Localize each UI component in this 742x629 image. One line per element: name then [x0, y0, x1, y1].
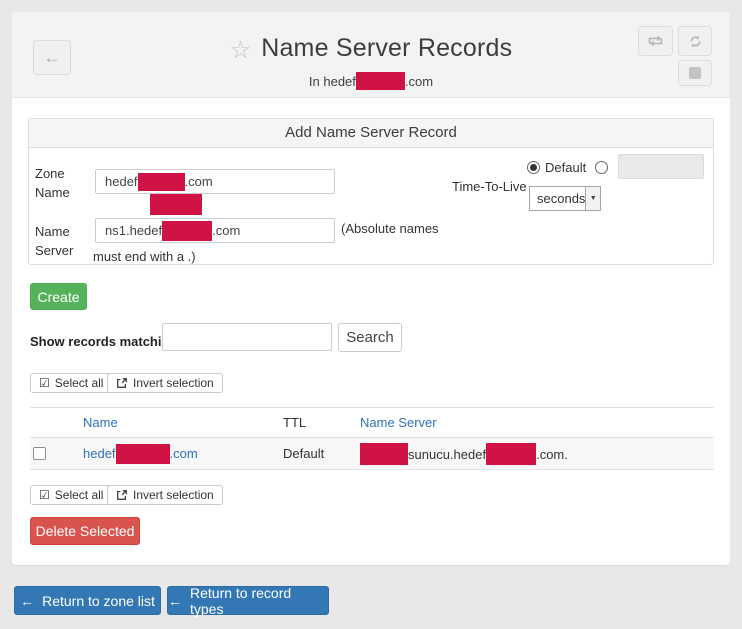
search-button[interactable]: Search [338, 323, 402, 352]
name-column-header[interactable]: Name [83, 415, 118, 430]
panel-body: Zone Name hedef .com Name Server ns1.hede… [29, 148, 713, 266]
invert-selection-label: Invert selection [133, 488, 214, 502]
page-header: ← ☆ Name Server Records In hedef .com [12, 12, 730, 98]
redaction-box [355, 72, 405, 90]
delete-selected-button[interactable]: Delete Selected [30, 517, 140, 545]
table-header-row: Name TTL Name Server [30, 407, 714, 438]
title-line: ☆ Name Server Records [12, 34, 730, 65]
redaction-box [486, 442, 537, 465]
records-table: Name TTL Name Server hedef .com Default s… [30, 407, 714, 470]
row-checkbox[interactable] [33, 447, 46, 460]
ns-value-suffix: .com [212, 223, 241, 238]
return-record-types-label: Return to record types [190, 584, 292, 617]
page-title: Name Server Records [261, 34, 513, 62]
reload-page-button[interactable] [678, 26, 712, 56]
select-all-button-bottom[interactable]: ☑ Select all [30, 485, 113, 505]
name-server-column-header[interactable]: Name Server [360, 415, 437, 430]
check-square-icon: ☑ [39, 376, 50, 390]
add-record-panel: Add Name Server Record Zone Name hedef .c… [28, 118, 714, 265]
ttl-unit-selected: seconds [537, 191, 586, 206]
ttl-unit-select[interactable]: seconds ▼ [529, 186, 601, 211]
create-button[interactable]: Create [30, 283, 87, 310]
absolute-names-hint-wrap: must end with a .) [93, 249, 196, 264]
name-server-input[interactable]: ns1.hedef .com [95, 218, 335, 243]
back-button[interactable]: ← [33, 40, 71, 75]
zone-value-prefix: hedef [105, 174, 138, 189]
arrow-left-icon: ← [20, 592, 35, 609]
absolute-names-hint: (Absolute names [341, 221, 439, 236]
invert-selection-button-bottom[interactable]: Invert selection [107, 485, 223, 505]
arrow-left-icon: ← [168, 592, 182, 609]
subtitle-prefix: In hedef [308, 74, 356, 89]
favorite-star-icon[interactable]: ☆ [229, 37, 252, 64]
page-subtitle: In hedef .com [12, 72, 730, 90]
refresh-icon [689, 35, 701, 47]
record-ttl: Default [283, 446, 325, 461]
check-square-icon: ☑ [39, 488, 50, 502]
record-ns-suffix: .com. [536, 446, 568, 462]
select-all-button-top[interactable]: ☑ Select all [30, 373, 113, 393]
invert-selection-button-top[interactable]: Invert selection [107, 373, 223, 393]
name-server-label: Name Server [35, 224, 74, 258]
ttl-label: Time-To-Live [452, 179, 527, 194]
redaction-box [360, 442, 408, 465]
chevron-down-icon: ▼ [585, 187, 600, 210]
stop-square-icon [689, 67, 701, 79]
return-zone-list-label: Return to zone list [42, 592, 155, 609]
redaction-box [162, 220, 213, 241]
redaction-box [137, 172, 185, 191]
panel-title: Add Name Server Record [29, 119, 713, 148]
subtitle-suffix: .com [404, 74, 434, 89]
redaction-box [150, 194, 202, 215]
record-name-suffix: .com [169, 445, 198, 461]
ttl-value-input[interactable] [618, 154, 704, 179]
ttl-default-radio[interactable] [527, 161, 540, 174]
table-row: hedef .com Default sunucu.hedef .com. [30, 438, 714, 470]
search-label: Show records matching: [30, 334, 182, 349]
share-square-icon [117, 378, 127, 388]
content-card: ← ☆ Name Server Records In hedef .com [12, 12, 730, 565]
record-name-link[interactable]: hedef .com [83, 443, 198, 464]
zone-name-input[interactable]: hedef .com [95, 169, 335, 194]
select-all-label: Select all [54, 376, 104, 390]
ttl-custom-radio[interactable] [595, 161, 608, 174]
return-to-zone-list-button[interactable]: ← Return to zone list [14, 586, 161, 615]
ns-value-prefix: ns1.hedef [105, 223, 163, 238]
retweet-icon [648, 35, 663, 47]
invert-selection-label: Invert selection [133, 376, 214, 390]
share-square-icon [117, 490, 127, 500]
redaction-box [115, 443, 170, 464]
search-input[interactable] [162, 323, 332, 351]
zone-name-label: Zone Name [35, 166, 70, 200]
ttl-default-label: Default [545, 160, 587, 175]
return-to-record-types-button[interactable]: ← Return to record types [167, 584, 329, 617]
record-ns-mid: sunucu.hedef [408, 446, 487, 462]
back-arrow-icon: ← [43, 47, 61, 67]
ttl-column-header: TTL [283, 415, 307, 430]
record-name-prefix: hedef [83, 445, 116, 461]
select-all-label: Select all [54, 488, 104, 502]
refresh-modules-button[interactable] [638, 26, 673, 56]
stop-button[interactable] [678, 60, 712, 86]
zone-value-suffix: .com [184, 174, 213, 189]
